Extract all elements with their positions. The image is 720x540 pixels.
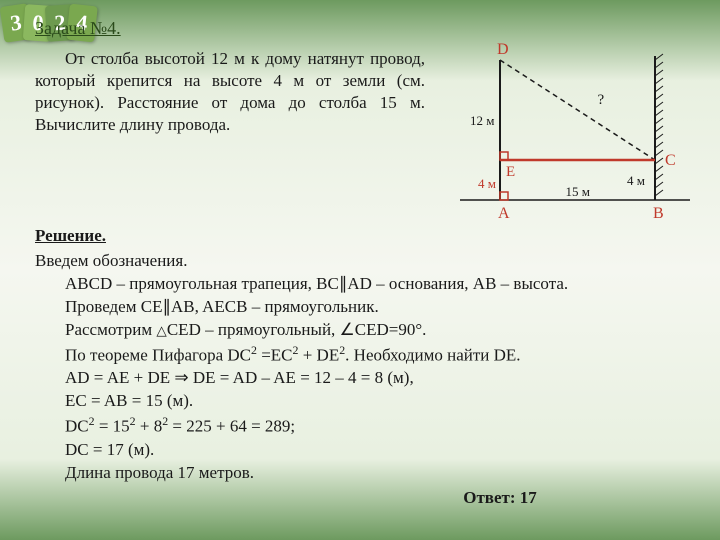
svg-text:?: ? [598, 92, 605, 108]
svg-text:15 м: 15 м [566, 184, 590, 199]
geometry-diagram: A B C D E 12 м 4 м 4 м 15 м? [460, 30, 690, 220]
svg-text:E: E [506, 164, 515, 180]
solution-line-6: AD = AE + DE ⇒ DE = AD – AE = 12 – 4 = 8… [65, 367, 685, 390]
solution-block: Решение. Введем обозначения. ABCD – прям… [35, 225, 685, 510]
svg-text:12 м: 12 м [470, 113, 494, 128]
solution-line-1: Введем обозначения. [35, 250, 685, 273]
svg-text:A: A [498, 205, 510, 222]
problem-title: Задача №4. [35, 18, 121, 39]
svg-text:B: B [653, 205, 664, 222]
svg-text:D: D [497, 41, 509, 58]
svg-text:4 м: 4 м [478, 176, 496, 191]
solution-line-2: ABCD – прямоугольная трапеция, BC∥AD – о… [65, 273, 685, 296]
solution-line-8: DC2 = 152 + 82 = 225 + 64 = 289; [65, 413, 685, 439]
solution-line-10: Длина провода 17 метров. [65, 462, 685, 485]
slide: 3 0 2 4 Задача №4. От столба высотой 12 … [0, 0, 720, 540]
svg-text:C: C [665, 152, 676, 169]
solution-line-3: Проведем CE∥AB, AECB – прямоугольник. [65, 296, 685, 319]
diagram-svg: A B C D E 12 м 4 м 4 м 15 м? [460, 30, 690, 230]
svg-text:4 м: 4 м [627, 173, 645, 188]
solution-heading: Решение. [35, 225, 685, 248]
answer: Ответ: 17 [315, 487, 685, 510]
solution-line-7: EC = AB = 15 (м). [65, 390, 685, 413]
solution-line-5: По теореме Пифагора DC2 =EC2 + DE2. Необ… [65, 342, 685, 368]
solution-line-4: Рассмотрим △CED – прямоугольный, ∠CED=90… [65, 319, 685, 342]
problem-text: От столба высотой 12 м к дому натянут пр… [35, 48, 425, 136]
solution-line-9: DC = 17 (м). [65, 439, 685, 462]
